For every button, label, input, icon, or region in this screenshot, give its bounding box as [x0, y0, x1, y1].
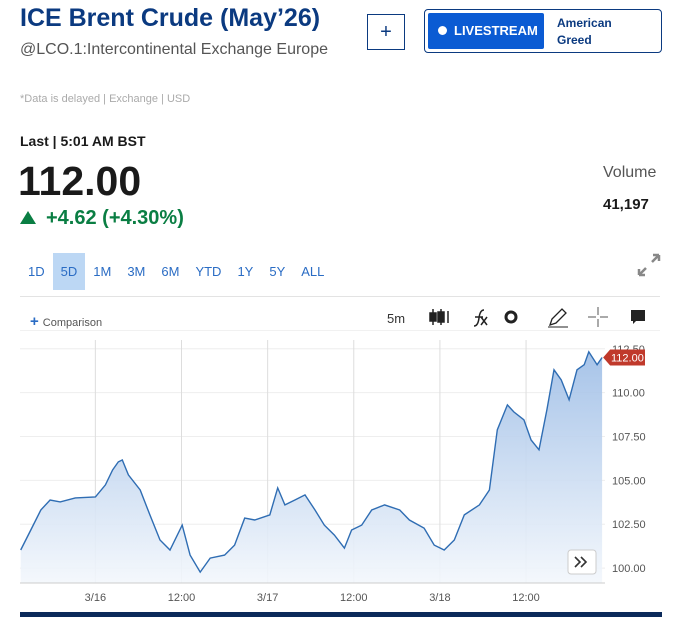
bottom-bar — [20, 612, 662, 617]
study-icon[interactable] — [473, 309, 488, 327]
y-tick-label: 100.00 — [612, 563, 646, 575]
livestream-button[interactable]: LIVESTREAM — [428, 13, 544, 49]
volume: 41,197 — [603, 196, 649, 213]
y-tick-label: 110.00 — [612, 388, 645, 400]
livestream[interactable]: LIVESTREAM American Greed — [424, 9, 662, 53]
scroll-button-icon — [574, 556, 588, 568]
x-tick-label: 12:00 — [512, 592, 540, 604]
show-name[interactable]: American Greed — [557, 16, 612, 47]
scroll-button[interactable] — [567, 549, 597, 575]
period-tab[interactable]: 1D — [28, 264, 45, 279]
interval[interactable]: 5m — [387, 311, 406, 326]
symbol: @LCO.1:Intercontinental Exchange Europe — [20, 41, 328, 58]
comparison-label: Comparison — [42, 317, 103, 329]
up-arrow — [20, 211, 36, 224]
scroll-button-box — [567, 549, 597, 575]
title: ICE Brent Crude (May’26) — [20, 4, 321, 32]
chart: 100.00102.50105.00107.50110.00112.503/16… — [20, 330, 662, 617]
live-dot — [438, 26, 447, 35]
livestream-label: LIVESTREAM — [454, 23, 538, 38]
expand-icon[interactable] — [636, 252, 662, 278]
divider — [20, 296, 660, 297]
x-tick-label: 3/18 — [429, 592, 450, 604]
volume-label: Volume — [603, 164, 657, 181]
period-tab[interactable]: YTD — [195, 264, 222, 279]
line — [20, 350, 603, 574]
period-tab[interactable]: 5Y — [269, 264, 286, 279]
draw-icon[interactable] — [548, 308, 568, 328]
x-tick-label: 3/17 — [257, 592, 278, 604]
last-label: Last | 5:01 AM BST — [20, 133, 146, 149]
x-tick-label: 12:00 — [340, 592, 368, 604]
toolbar-icons — [429, 307, 645, 328]
crosshair-icon[interactable] — [586, 307, 610, 328]
change-text: +4.62 (+4.30%) — [46, 207, 184, 229]
x-tick-label: 3/16 — [85, 592, 106, 604]
period-tab[interactable]: 5D — [52, 253, 86, 290]
period-tab[interactable]: 3M — [127, 264, 146, 279]
period-tab[interactable]: 1Y — [237, 264, 254, 279]
candle-icon[interactable] — [429, 309, 449, 325]
y-tick-label: 102.50 — [612, 519, 646, 531]
area — [20, 351, 603, 583]
x-tick-label: 12:00 — [168, 592, 196, 604]
comparison[interactable]: + Comparison — [30, 313, 102, 330]
period-tab[interactable]: ALL — [301, 264, 325, 279]
change: +4.62 (+4.30%) — [20, 207, 184, 230]
y-tick-label: 107.50 — [612, 431, 646, 443]
note: *Data is delayed | Exchange | USD — [20, 93, 191, 105]
period-tabs: 1D 5D 1M 3M 6M YTD 1Y 5Y ALL — [20, 253, 332, 290]
comparison-icon: + — [30, 313, 39, 330]
period-tab[interactable]: 1M — [93, 264, 112, 279]
last-price-tag — [603, 349, 645, 366]
add-button[interactable]: + — [367, 14, 405, 50]
comment-icon[interactable] — [631, 310, 645, 324]
period-tab[interactable]: 6M — [161, 264, 180, 279]
settings-icon[interactable] — [504, 310, 518, 324]
last-price-label: 112.00 — [611, 353, 644, 365]
price: 112.00 — [18, 158, 142, 204]
y-tick-label: 105.00 — [612, 475, 646, 487]
